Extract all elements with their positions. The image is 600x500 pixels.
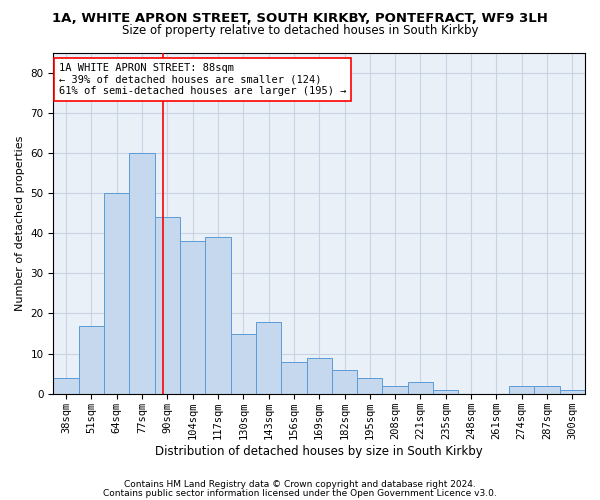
Bar — [357, 378, 382, 394]
Bar — [230, 334, 256, 394]
Text: Size of property relative to detached houses in South Kirkby: Size of property relative to detached ho… — [122, 24, 478, 37]
Bar — [180, 241, 205, 394]
Text: 1A, WHITE APRON STREET, SOUTH KIRKBY, PONTEFRACT, WF9 3LH: 1A, WHITE APRON STREET, SOUTH KIRKBY, PO… — [52, 12, 548, 26]
Bar — [53, 378, 79, 394]
Bar — [408, 382, 433, 394]
Bar — [205, 237, 230, 394]
Bar — [332, 370, 357, 394]
X-axis label: Distribution of detached houses by size in South Kirkby: Distribution of detached houses by size … — [155, 444, 483, 458]
Y-axis label: Number of detached properties: Number of detached properties — [15, 136, 25, 311]
Bar — [155, 217, 180, 394]
Bar — [79, 326, 104, 394]
Text: 1A WHITE APRON STREET: 88sqm
← 39% of detached houses are smaller (124)
61% of s: 1A WHITE APRON STREET: 88sqm ← 39% of de… — [59, 62, 346, 96]
Bar — [535, 386, 560, 394]
Bar — [560, 390, 585, 394]
Bar — [256, 322, 281, 394]
Bar — [307, 358, 332, 394]
Bar — [382, 386, 408, 394]
Bar — [509, 386, 535, 394]
Bar — [281, 362, 307, 394]
Bar — [104, 193, 130, 394]
Bar — [130, 153, 155, 394]
Text: Contains public sector information licensed under the Open Government Licence v3: Contains public sector information licen… — [103, 488, 497, 498]
Bar — [433, 390, 458, 394]
Text: Contains HM Land Registry data © Crown copyright and database right 2024.: Contains HM Land Registry data © Crown c… — [124, 480, 476, 489]
